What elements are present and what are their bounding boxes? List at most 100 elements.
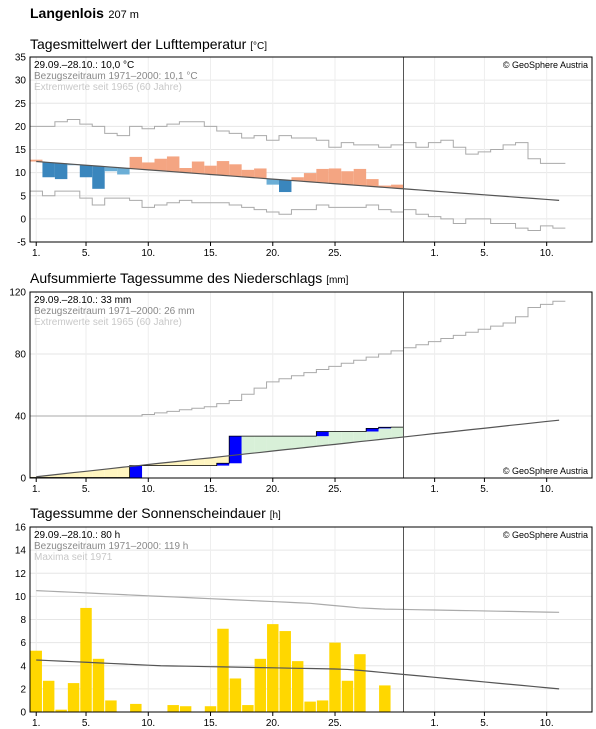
- temperature-bar: [378, 185, 392, 188]
- precipitation-area: [54, 473, 68, 478]
- temperature-bar: [129, 156, 143, 169]
- precipitation-daily-bar: [129, 465, 143, 478]
- temperature-bar: [241, 169, 255, 178]
- sunshine-bar: [291, 661, 304, 712]
- temperature-bar: [179, 168, 192, 173]
- y-tick-label: 35: [15, 53, 27, 64]
- x-tick-label: 10.: [540, 248, 554, 259]
- precipitation-area: [353, 431, 367, 442]
- precipitation-area: [241, 436, 255, 454]
- precipitation-daily-bar: [366, 428, 379, 432]
- y-tick-label: 120: [9, 288, 26, 299]
- sunshine-bar: [204, 706, 217, 712]
- chart-panel-2: [29, 526, 593, 716]
- temperature-bar: [316, 168, 329, 183]
- x-tick-label: 25.: [328, 718, 342, 729]
- precipitation-area: [341, 431, 354, 443]
- precipitation-area: [117, 467, 130, 478]
- extreme-max-line: [30, 118, 566, 164]
- extreme-min-line: [30, 190, 566, 231]
- sunshine-bar: [92, 658, 105, 712]
- sunshine-bar: [379, 685, 391, 712]
- y-tick-label: 4: [20, 661, 26, 672]
- maxima-line: [36, 589, 560, 613]
- precipitation-daily-bar: [316, 431, 329, 437]
- temperature-bar: [204, 165, 217, 175]
- y-tick-label: 15: [15, 145, 27, 156]
- sunshine-title: Tagessumme der Sonnenscheindauer: [30, 505, 266, 521]
- x-tick-label: 10.: [141, 484, 155, 495]
- x-tick-label: 5.: [82, 484, 90, 495]
- sunshine-bar: [55, 709, 67, 712]
- x-tick-label: 20.: [266, 718, 280, 729]
- plot-frame: [29, 291, 593, 479]
- stat-extremes: Maxima seit 1971: [34, 552, 113, 563]
- temperature-bar: [366, 179, 379, 187]
- temperature-bar: [42, 162, 55, 178]
- precipitation-area: [303, 436, 317, 447]
- x-tick-label: 5.: [82, 718, 90, 729]
- sunshine-bar: [329, 642, 341, 712]
- sunshine-bar: [42, 680, 55, 712]
- x-tick-label: 20.: [266, 484, 280, 495]
- temperature-bar: [154, 158, 167, 171]
- precipitation-area: [254, 436, 267, 453]
- stat-current: 29.09.–28.10.: 33 mm: [34, 295, 131, 306]
- temperature-chart-title: Tagesmittelwert der Lufttemperatur [°C]: [30, 36, 267, 52]
- sunshine-bar: [217, 628, 229, 712]
- stat-reference: Bezugszeitraum 1971–2000: 119 h: [34, 541, 188, 552]
- y-tick-label: 0: [20, 214, 26, 225]
- temperature-bar: [166, 156, 180, 172]
- copyright-text: © GeoSphere Austria: [503, 60, 588, 70]
- sunshine-bar: [242, 705, 254, 712]
- precipitation-area: [166, 461, 180, 466]
- sunshine-chart-title: Tagessumme der Sonnenscheindauer [h]: [30, 505, 281, 521]
- precipitation-area: [204, 457, 217, 466]
- temperature-bar: [142, 162, 155, 170]
- stat-extremes: Extremwerte seit 1965 (60 Jahre): [34, 317, 182, 328]
- precipitation-title: Aufsummierte Tagessumme des Niederschlag…: [30, 270, 323, 286]
- precipitation-area: [67, 472, 80, 478]
- precipitation-area: [266, 436, 279, 452]
- stat-reference: Bezugszeitraum 1971–2000: 10,1 °C: [34, 71, 198, 82]
- sunshine-bar: [67, 683, 80, 712]
- temperature-bar: [279, 180, 292, 193]
- sunshine-bar: [80, 607, 92, 712]
- temperature-bar: [30, 159, 43, 162]
- x-tick-label: 1.: [430, 484, 438, 495]
- temperature-bar: [341, 171, 354, 185]
- y-tick-label: 10: [15, 168, 27, 179]
- sunshine-bar: [304, 701, 316, 712]
- stat-current: 29.09.–28.10.: 10,0 °C: [34, 60, 134, 71]
- temperature-bar: [303, 173, 317, 182]
- temperature-bar: [391, 184, 404, 189]
- sunshine-bar: [30, 650, 42, 712]
- temperature-bar: [117, 168, 130, 175]
- sunshine-bar: [179, 706, 192, 712]
- temperature-bar: [216, 161, 230, 176]
- x-tick-label: 10.: [141, 718, 155, 729]
- precipitation-daily-bar: [378, 427, 392, 429]
- x-tick-label: 5.: [480, 718, 488, 729]
- sunshine-bar: [279, 631, 291, 712]
- sunshine-bar: [316, 700, 329, 712]
- x-tick-label: 10.: [540, 484, 554, 495]
- copyright-text: © GeoSphere Austria: [503, 530, 588, 540]
- x-tick-label: 25.: [328, 248, 342, 259]
- precipitation-chart-title: Aufsummierte Tagessumme des Niederschlag…: [30, 270, 348, 286]
- y-tick-label: 2: [20, 684, 26, 695]
- temperature-bar: [79, 165, 93, 178]
- y-tick-label: 25: [15, 99, 27, 110]
- x-tick-label: 1.: [32, 718, 40, 729]
- precipitation-area: [104, 468, 118, 478]
- precipitation-area: [216, 456, 230, 464]
- y-tick-label: 5: [20, 191, 26, 202]
- precipitation-area: [391, 427, 404, 438]
- normal-line: [36, 419, 560, 478]
- y-tick-label: 14: [15, 546, 27, 557]
- stat-current: 29.09.–28.10.: 80 h: [34, 530, 120, 541]
- x-tick-label: 10.: [141, 248, 155, 259]
- precipitation-area: [92, 469, 105, 478]
- extreme-max-line: [30, 300, 566, 417]
- temperature-unit: [°C]: [250, 41, 267, 52]
